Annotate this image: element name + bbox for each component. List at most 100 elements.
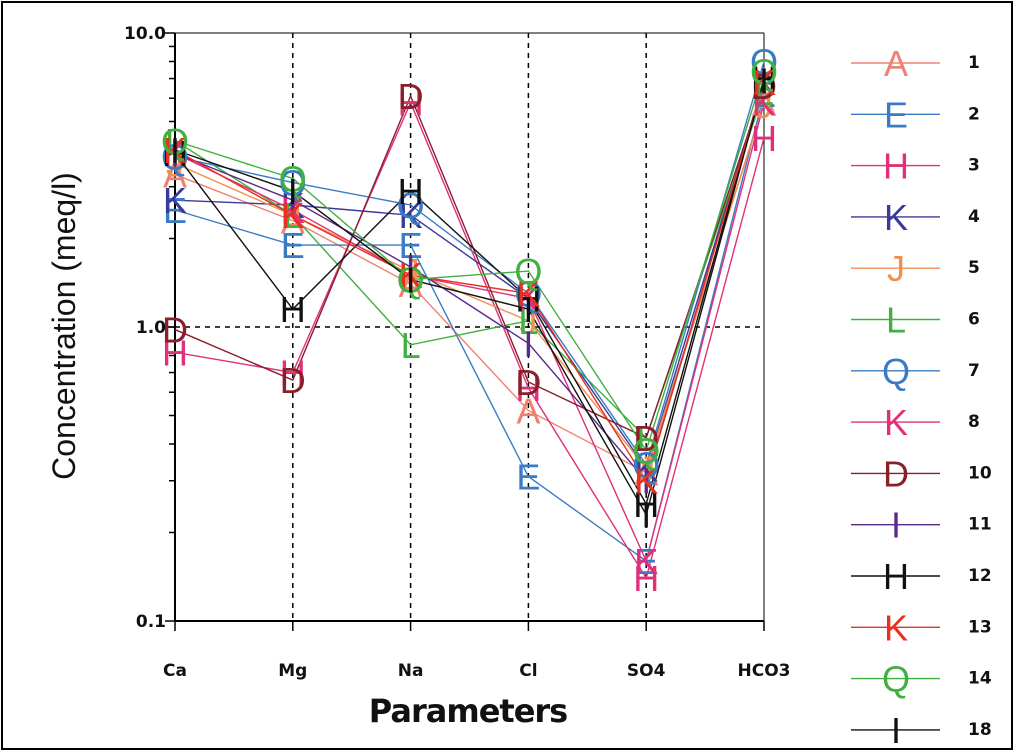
series-point-5: J [284, 195, 302, 236]
y-tick-label: 1.0 [136, 318, 166, 338]
x-axis-title: Parameters [369, 692, 567, 730]
legend-label-6: 6 [968, 310, 980, 330]
series-point-12: H [515, 279, 541, 320]
series-point-14: Q [161, 121, 189, 162]
series-point-5: J [755, 85, 773, 126]
legend-marker-8: K [884, 402, 908, 443]
series-point-6: L [401, 325, 421, 366]
series-point-18: I [170, 130, 180, 171]
series-point-3: H [398, 83, 424, 124]
series-point-8: K [281, 190, 305, 231]
series-point-1: A [634, 452, 658, 493]
legend-marker-11: I [891, 505, 901, 546]
legend-label-10: 10 [968, 463, 992, 483]
series-point-4: K [516, 279, 540, 320]
series-point-18: I [523, 289, 533, 330]
series-point-10: D [398, 76, 424, 117]
series-point-12: H [398, 171, 424, 212]
y-axis-title: Concentration (meq/l) [46, 172, 82, 480]
legend-label-7: 7 [968, 361, 980, 381]
x-tick-label: HCO3 [738, 661, 791, 681]
series-point-8: K [516, 279, 540, 320]
series-point-14: Q [397, 260, 425, 301]
legend-marker-12: H [883, 556, 909, 597]
x-tick-label: Cl [519, 661, 537, 681]
series-point-2: E [281, 225, 305, 266]
series-line-6 [174, 91, 765, 440]
legend-marker-4: K [884, 197, 908, 238]
legend-label-14: 14 [968, 669, 992, 689]
series-point-11: I [288, 180, 298, 221]
series-point-8: K [163, 133, 187, 174]
grid-lines [175, 33, 764, 621]
series-point-10: D [751, 66, 777, 107]
series-line-1 [174, 102, 765, 474]
series-line-5 [174, 104, 765, 471]
series-point-4: K [634, 449, 658, 490]
x-tick-label: Na [398, 661, 424, 681]
legend-marker-10: D [883, 453, 909, 494]
series-line-13 [174, 82, 765, 483]
series-point-3: H [280, 353, 306, 394]
series-line-18 [174, 80, 765, 517]
legend-label-8: 8 [968, 412, 980, 432]
series-point-6: L [754, 72, 774, 113]
series-point-4: K [281, 185, 305, 226]
series-point-6: L [283, 195, 303, 236]
series-point-13: K [281, 195, 305, 236]
legend-label-18: 18 [968, 720, 992, 740]
series-line-10 [174, 85, 765, 439]
series-point-2: E [399, 225, 423, 266]
series-point-1: A [752, 83, 776, 124]
series-point-12: H [633, 484, 659, 525]
series-point-11: I [759, 60, 769, 101]
series-point-5: J [637, 449, 655, 490]
series-point-4: K [163, 180, 187, 221]
legend-label-2: 2 [968, 104, 980, 124]
series-point-4: K [399, 195, 423, 236]
series-point-18: I [641, 495, 651, 536]
series-point-11: I [523, 323, 533, 364]
series-point-12: H [162, 133, 188, 174]
legend-label-5: 5 [968, 258, 980, 278]
series-point-6: L [518, 301, 538, 342]
legend-marker-5: J [887, 248, 905, 289]
series-point-7: Q [632, 445, 660, 486]
series-point-5: J [402, 251, 420, 292]
legend-marker-7: Q [882, 351, 910, 392]
series-point-13: K [163, 130, 187, 171]
series-point-13: K [752, 62, 776, 103]
legend-label-4: 4 [968, 207, 980, 227]
series-point-10: D [515, 362, 541, 403]
series-point-3: H [751, 118, 777, 159]
series-point-11: I [406, 247, 416, 288]
series-point-12: H [751, 59, 777, 100]
series-point-6: L [636, 418, 656, 459]
series-point-18: I [759, 60, 769, 101]
series-point-18: I [406, 260, 416, 301]
legend-marker-2: E [884, 94, 908, 135]
legend-label-11: 11 [968, 515, 992, 535]
series-point-6: L [165, 121, 185, 162]
series-point-10: D [633, 418, 659, 459]
series-point-1: A [281, 201, 305, 242]
series-line-3 [174, 100, 765, 580]
tick-labels: 0.1 1.0 10.0 Ca Mg Na Cl SO4 HCO3 [124, 24, 790, 681]
series-point-13: K [516, 274, 540, 315]
series-lines [174, 61, 765, 580]
axes [165, 32, 765, 631]
series-point-8: K [634, 541, 658, 582]
series-point-3: H [633, 558, 659, 599]
x-tick-label: Ca [163, 661, 187, 681]
series-point-1: A [163, 155, 187, 196]
series-point-1: A [516, 390, 540, 431]
series-point-13: K [399, 255, 423, 296]
series-line-11 [174, 80, 765, 483]
legend-label-13: 13 [968, 617, 992, 637]
x-tick-label: Mg [278, 661, 307, 681]
legend-marker-14: Q [882, 659, 910, 700]
series-point-8: K [752, 83, 776, 124]
legend-label-12: 12 [968, 566, 992, 586]
